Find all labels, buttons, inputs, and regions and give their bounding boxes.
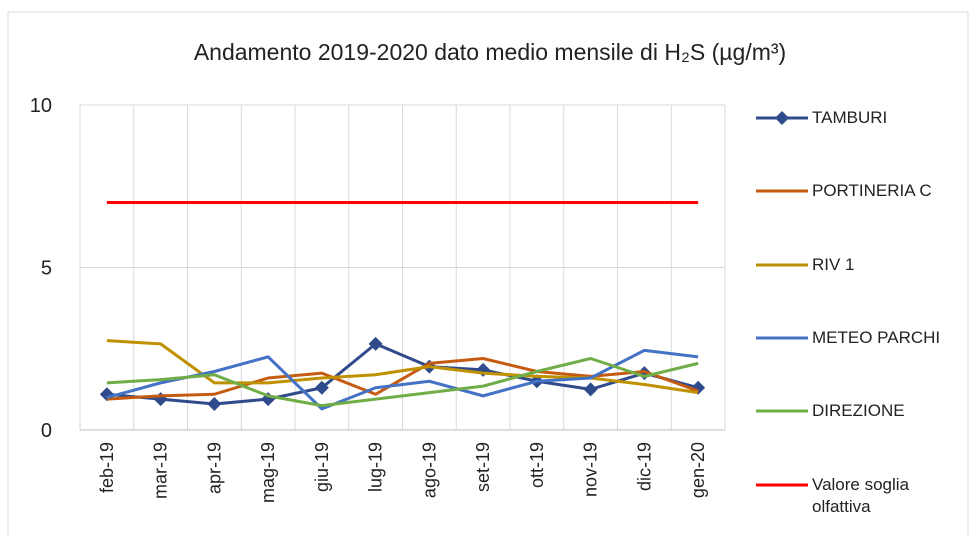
x-tick-label: apr-19 <box>204 442 224 494</box>
data-point <box>368 336 383 351</box>
legend-item: METEO PARCHI <box>752 327 967 349</box>
legend-label: PORTINERIA C <box>812 181 932 200</box>
series-line <box>106 342 699 406</box>
x-tick-label: ott-19 <box>527 442 547 488</box>
legend-label: DIREZIONE <box>812 401 905 420</box>
legend-swatch <box>756 111 808 125</box>
x-tick-label: mag-19 <box>258 442 278 503</box>
y-tick-label: 5 <box>41 258 52 280</box>
data-point <box>207 397 222 411</box>
legend-swatch <box>756 483 808 487</box>
data-point <box>314 380 329 395</box>
legend-label: Valore soglia olfattiva <box>812 475 910 516</box>
x-tick-label: giu-19 <box>312 442 332 492</box>
legend-item: RIV 1 <box>752 254 967 276</box>
x-tick-label: nov-19 <box>581 442 601 497</box>
legend-label: TAMBURI <box>812 108 888 127</box>
legend-item: TAMBURI <box>752 107 967 129</box>
legend-swatch <box>756 409 808 413</box>
legend-label: METEO PARCHI <box>812 328 941 347</box>
legend-item: DIREZIONE <box>752 400 967 422</box>
chart-title: Andamento 2019-2020 dato medio mensile d… <box>194 39 786 65</box>
legend-item: PORTINERIA C <box>752 180 967 202</box>
legend-swatch <box>756 336 808 340</box>
legend-swatch <box>756 263 808 267</box>
x-tick-label: dic-19 <box>634 442 654 491</box>
x-tick-label: lug-19 <box>366 442 386 492</box>
series-line <box>106 357 699 401</box>
data-point <box>583 382 598 397</box>
x-tick-label: mar-19 <box>151 442 171 499</box>
y-tick-label: 10 <box>30 95 52 117</box>
y-tick-label: 0 <box>41 420 52 442</box>
x-tick-label: set-19 <box>473 442 493 492</box>
legend-label: RIV 1 <box>812 255 855 274</box>
legend-item: Valore soglia olfattiva <box>752 474 967 518</box>
x-tick-label: ago-19 <box>419 442 439 498</box>
legend-marker <box>775 111 789 125</box>
legend-swatch <box>756 189 808 193</box>
series-line <box>106 357 699 408</box>
x-tick-label: gen-20 <box>688 442 708 498</box>
data-point <box>153 392 168 407</box>
chart-frame <box>7 11 969 536</box>
series-line <box>106 348 699 411</box>
x-tick-label: feb-19 <box>97 442 117 493</box>
